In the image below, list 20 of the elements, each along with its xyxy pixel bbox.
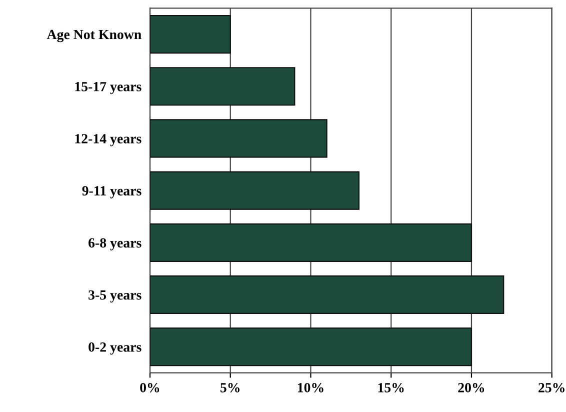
x-tick-label: 25% bbox=[538, 382, 564, 392]
x-tick-label: 15% bbox=[378, 382, 404, 392]
bar bbox=[150, 119, 328, 158]
x-tick-label: 10% bbox=[298, 382, 324, 392]
bar bbox=[150, 328, 472, 366]
x-tick-label: 0% bbox=[140, 382, 160, 392]
bar bbox=[150, 14, 231, 54]
y-tick-label: 0-2 years bbox=[88, 342, 142, 355]
y-tick-label: 6-8 years bbox=[88, 238, 142, 250]
bar bbox=[150, 67, 296, 106]
y-tick-label: Age Not Known bbox=[46, 30, 142, 42]
y-tick-label: 9-11 years bbox=[82, 186, 142, 198]
x-tick-label: 20% bbox=[458, 382, 484, 392]
x-tick-label: 5% bbox=[220, 382, 240, 392]
y-tick-label: 12-14 years bbox=[75, 134, 142, 146]
bar bbox=[150, 223, 472, 262]
y-tick-label: 15-17 years bbox=[75, 82, 142, 94]
bar bbox=[150, 171, 360, 210]
bar bbox=[150, 275, 504, 314]
y-tick-label: 3-5 years bbox=[88, 290, 142, 303]
